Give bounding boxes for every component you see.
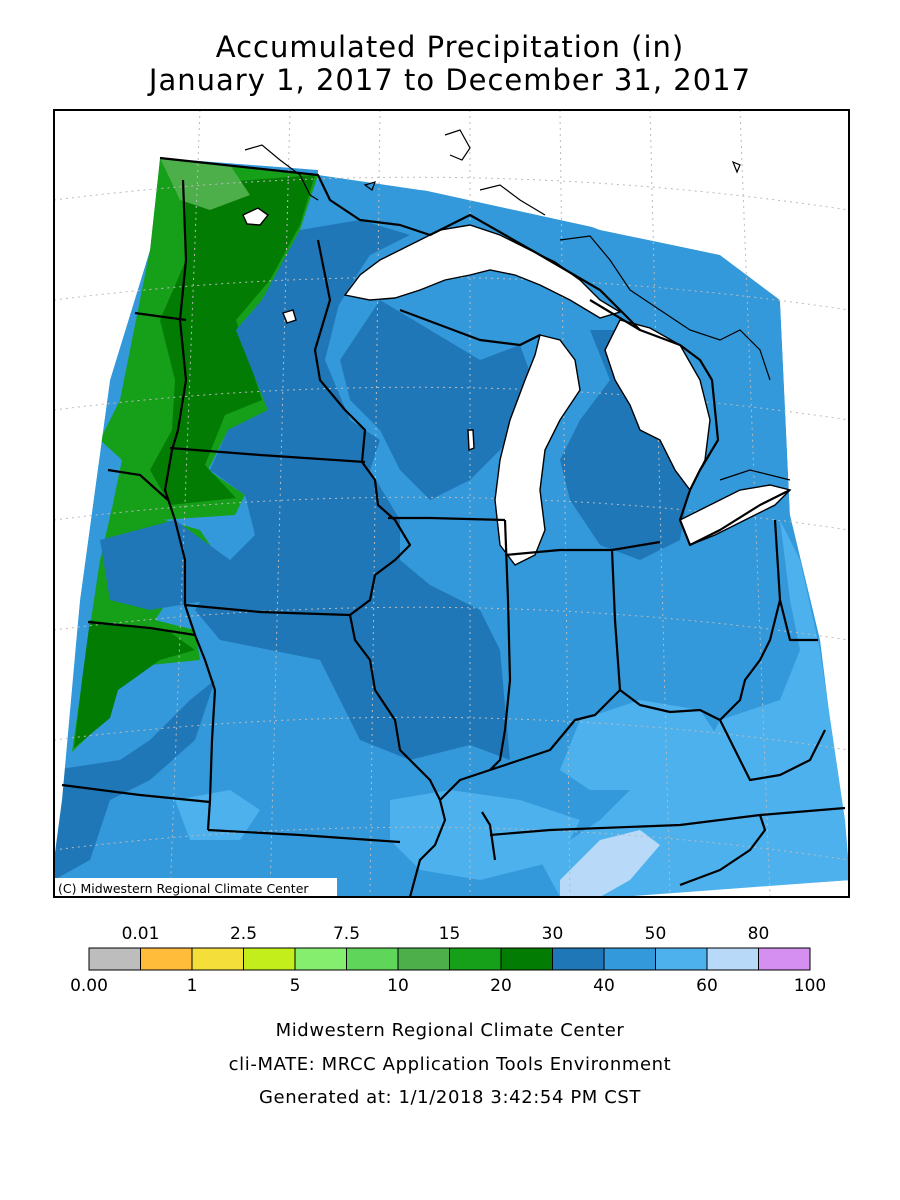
lake-erie [679, 484, 792, 546]
legend-top-label: 15 [439, 924, 461, 944]
lake-huron [604, 319, 711, 492]
copyright-box [54, 878, 337, 897]
precip-zone-30-40-ks [100, 520, 230, 610]
legend-swatch [500, 947, 553, 971]
legend-bottom-label: 40 [593, 976, 615, 996]
legend-swatch [603, 947, 656, 971]
canada-coastlines [244, 129, 791, 481]
precip-zone-50-60-south [390, 790, 580, 880]
legend-swatch [706, 947, 759, 971]
legend-swatch [140, 947, 193, 971]
legend-top-label: 80 [748, 924, 770, 944]
sw-no-data [54, 110, 318, 860]
map-frame [53, 109, 850, 898]
precip-zone-30-40-wi [340, 300, 540, 500]
lake-mn [282, 309, 297, 324]
map-date-range: January 1, 2017 to December 31, 2017 [148, 63, 752, 97]
legend-swatch [397, 947, 450, 971]
legend-bottom-label: 5 [290, 976, 301, 996]
legend-swatch [243, 947, 296, 971]
precip-zone-60-80 [560, 830, 660, 897]
footer-tool: cli-MATE: MRCC Application Tools Environ… [228, 1054, 672, 1075]
legend-bottom-label: 20 [490, 976, 512, 996]
legend-bottom-label: 0.00 [70, 976, 108, 996]
legend-swatch [655, 947, 708, 971]
legend-swatch [294, 947, 347, 971]
legend-swatch [758, 947, 811, 971]
legend: 0.01 2.5 7.5 15 30 50 800.00 1 5 10 20 40 60 100 [70, 924, 826, 996]
copyright-text: (C) Midwestern Regional Climate Center [58, 881, 309, 896]
canada-region [318, 110, 849, 515]
lake-michigan [494, 334, 581, 566]
precip-zone-50-60-east [540, 520, 849, 897]
legend-top-label: 7.5 [333, 924, 360, 944]
legend-swatch [552, 947, 605, 971]
map-plot-area: (C) Midwestern Regional Climate Center [54, 110, 849, 897]
legend-top-label: 30 [542, 924, 564, 944]
precip-zone-50-60-mo [175, 790, 260, 840]
precip-zone-30-40-mn [210, 230, 380, 540]
precip-zone-nw-light-green [160, 158, 250, 210]
state-boundaries [61, 156, 846, 897]
legend-swatch [449, 947, 502, 971]
legend-swatch [346, 947, 399, 971]
legend-bottom-label: 60 [696, 976, 718, 996]
footer-generated: Generated at: 1/1/2018 3:42:54 PM CST [258, 1087, 642, 1108]
legend-bottom-label: 10 [387, 976, 409, 996]
lake-of-woods [242, 207, 270, 226]
legend-swatch [88, 947, 141, 971]
precip-zone-dark-green-sw [74, 620, 195, 748]
precip-zone-30-40-sw [54, 680, 215, 880]
precip-zone-dark-green [150, 175, 315, 505]
legend-bottom-label: 100 [794, 976, 826, 996]
legend-bottom-label: 1 [187, 976, 198, 996]
legend-swatch [191, 947, 244, 971]
footer-org: Midwestern Regional Climate Center [275, 1020, 625, 1041]
legend-top-label: 0.01 [122, 924, 160, 944]
legend-top-label: 2.5 [230, 924, 257, 944]
legend-top-label: 50 [645, 924, 667, 944]
lake-winnebago [467, 429, 475, 452]
precip-zone-50-60-ky [560, 700, 720, 790]
map-title: Accumulated Precipitation (in) [215, 30, 685, 64]
